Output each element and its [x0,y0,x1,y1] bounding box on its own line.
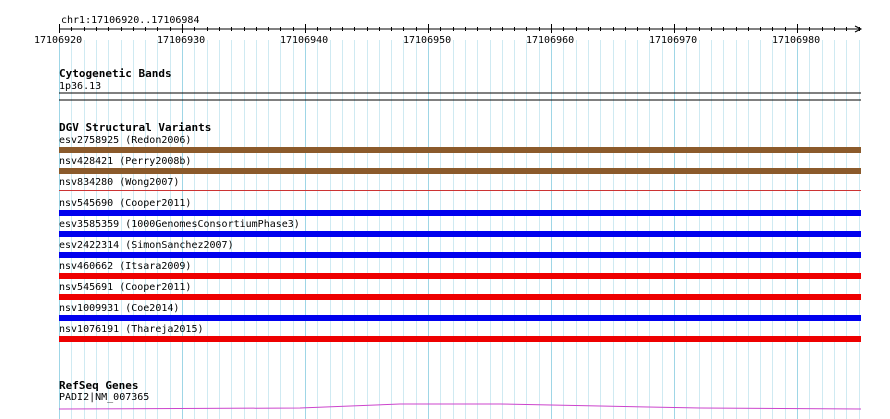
refseq-track-title[interactable]: RefSeq Genes [59,379,139,392]
ruler-tick-label: 17106980 [772,35,821,46]
cytoband-track-title[interactable]: Cytogenetic Bands [59,67,172,80]
variant-label[interactable]: nsv428421 (Perry2008b) [59,156,192,167]
variant-bar[interactable] [59,252,861,258]
dgv-track-title[interactable]: DGV Structural Variants [59,121,212,134]
ruler-tick-label: 17106970 [649,35,698,46]
ruler-tick-label: 17106950 [403,35,452,46]
variant-label[interactable]: nsv460662 (Itsara2009) [59,261,192,272]
ruler-tick-label: 17106920 [34,35,83,46]
variant-label[interactable]: nsv1009931 (Coe2014) [59,303,180,314]
ruler-position-label: chr1:17106920..17106984 [61,15,200,26]
ruler-tick-label: 17106960 [526,35,575,46]
variant-label[interactable]: nsv1076191 (Thareja2015) [59,324,204,335]
variant-bar[interactable] [59,190,861,191]
variant-bar[interactable] [59,210,861,216]
variant-label[interactable]: esv2422314 (SimonSanchez2007) [59,240,234,251]
variant-label[interactable]: nsv545690 (Cooper2011) [59,198,192,209]
ruler-tick-label: 17106940 [280,35,329,46]
variant-bar[interactable] [59,168,861,174]
refseq-gene-feature [58,403,862,410]
ruler-axis [59,24,863,33]
variant-bar[interactable] [59,273,861,279]
variant-label[interactable]: esv3585359 (1000GenomesConsortiumPhase3) [59,219,300,230]
variant-bar[interactable] [59,336,861,342]
refseq-gene-label[interactable]: PADI2|NM_007365 [59,392,150,403]
cytoband-label[interactable]: 1p36.13 [59,81,102,92]
variant-label[interactable]: esv2758925 (Redon2006) [59,135,192,146]
variant-bar[interactable] [59,315,861,321]
variant-bar[interactable] [59,231,861,237]
variant-label[interactable]: nsv545691 (Cooper2011) [59,282,192,293]
variant-label[interactable]: nsv834280 (Wong2007) [59,177,180,188]
variant-bar[interactable] [59,294,861,300]
grid-lines [59,40,860,419]
variant-bar[interactable] [59,147,861,153]
ruler-tick-label: 17106930 [157,35,206,46]
